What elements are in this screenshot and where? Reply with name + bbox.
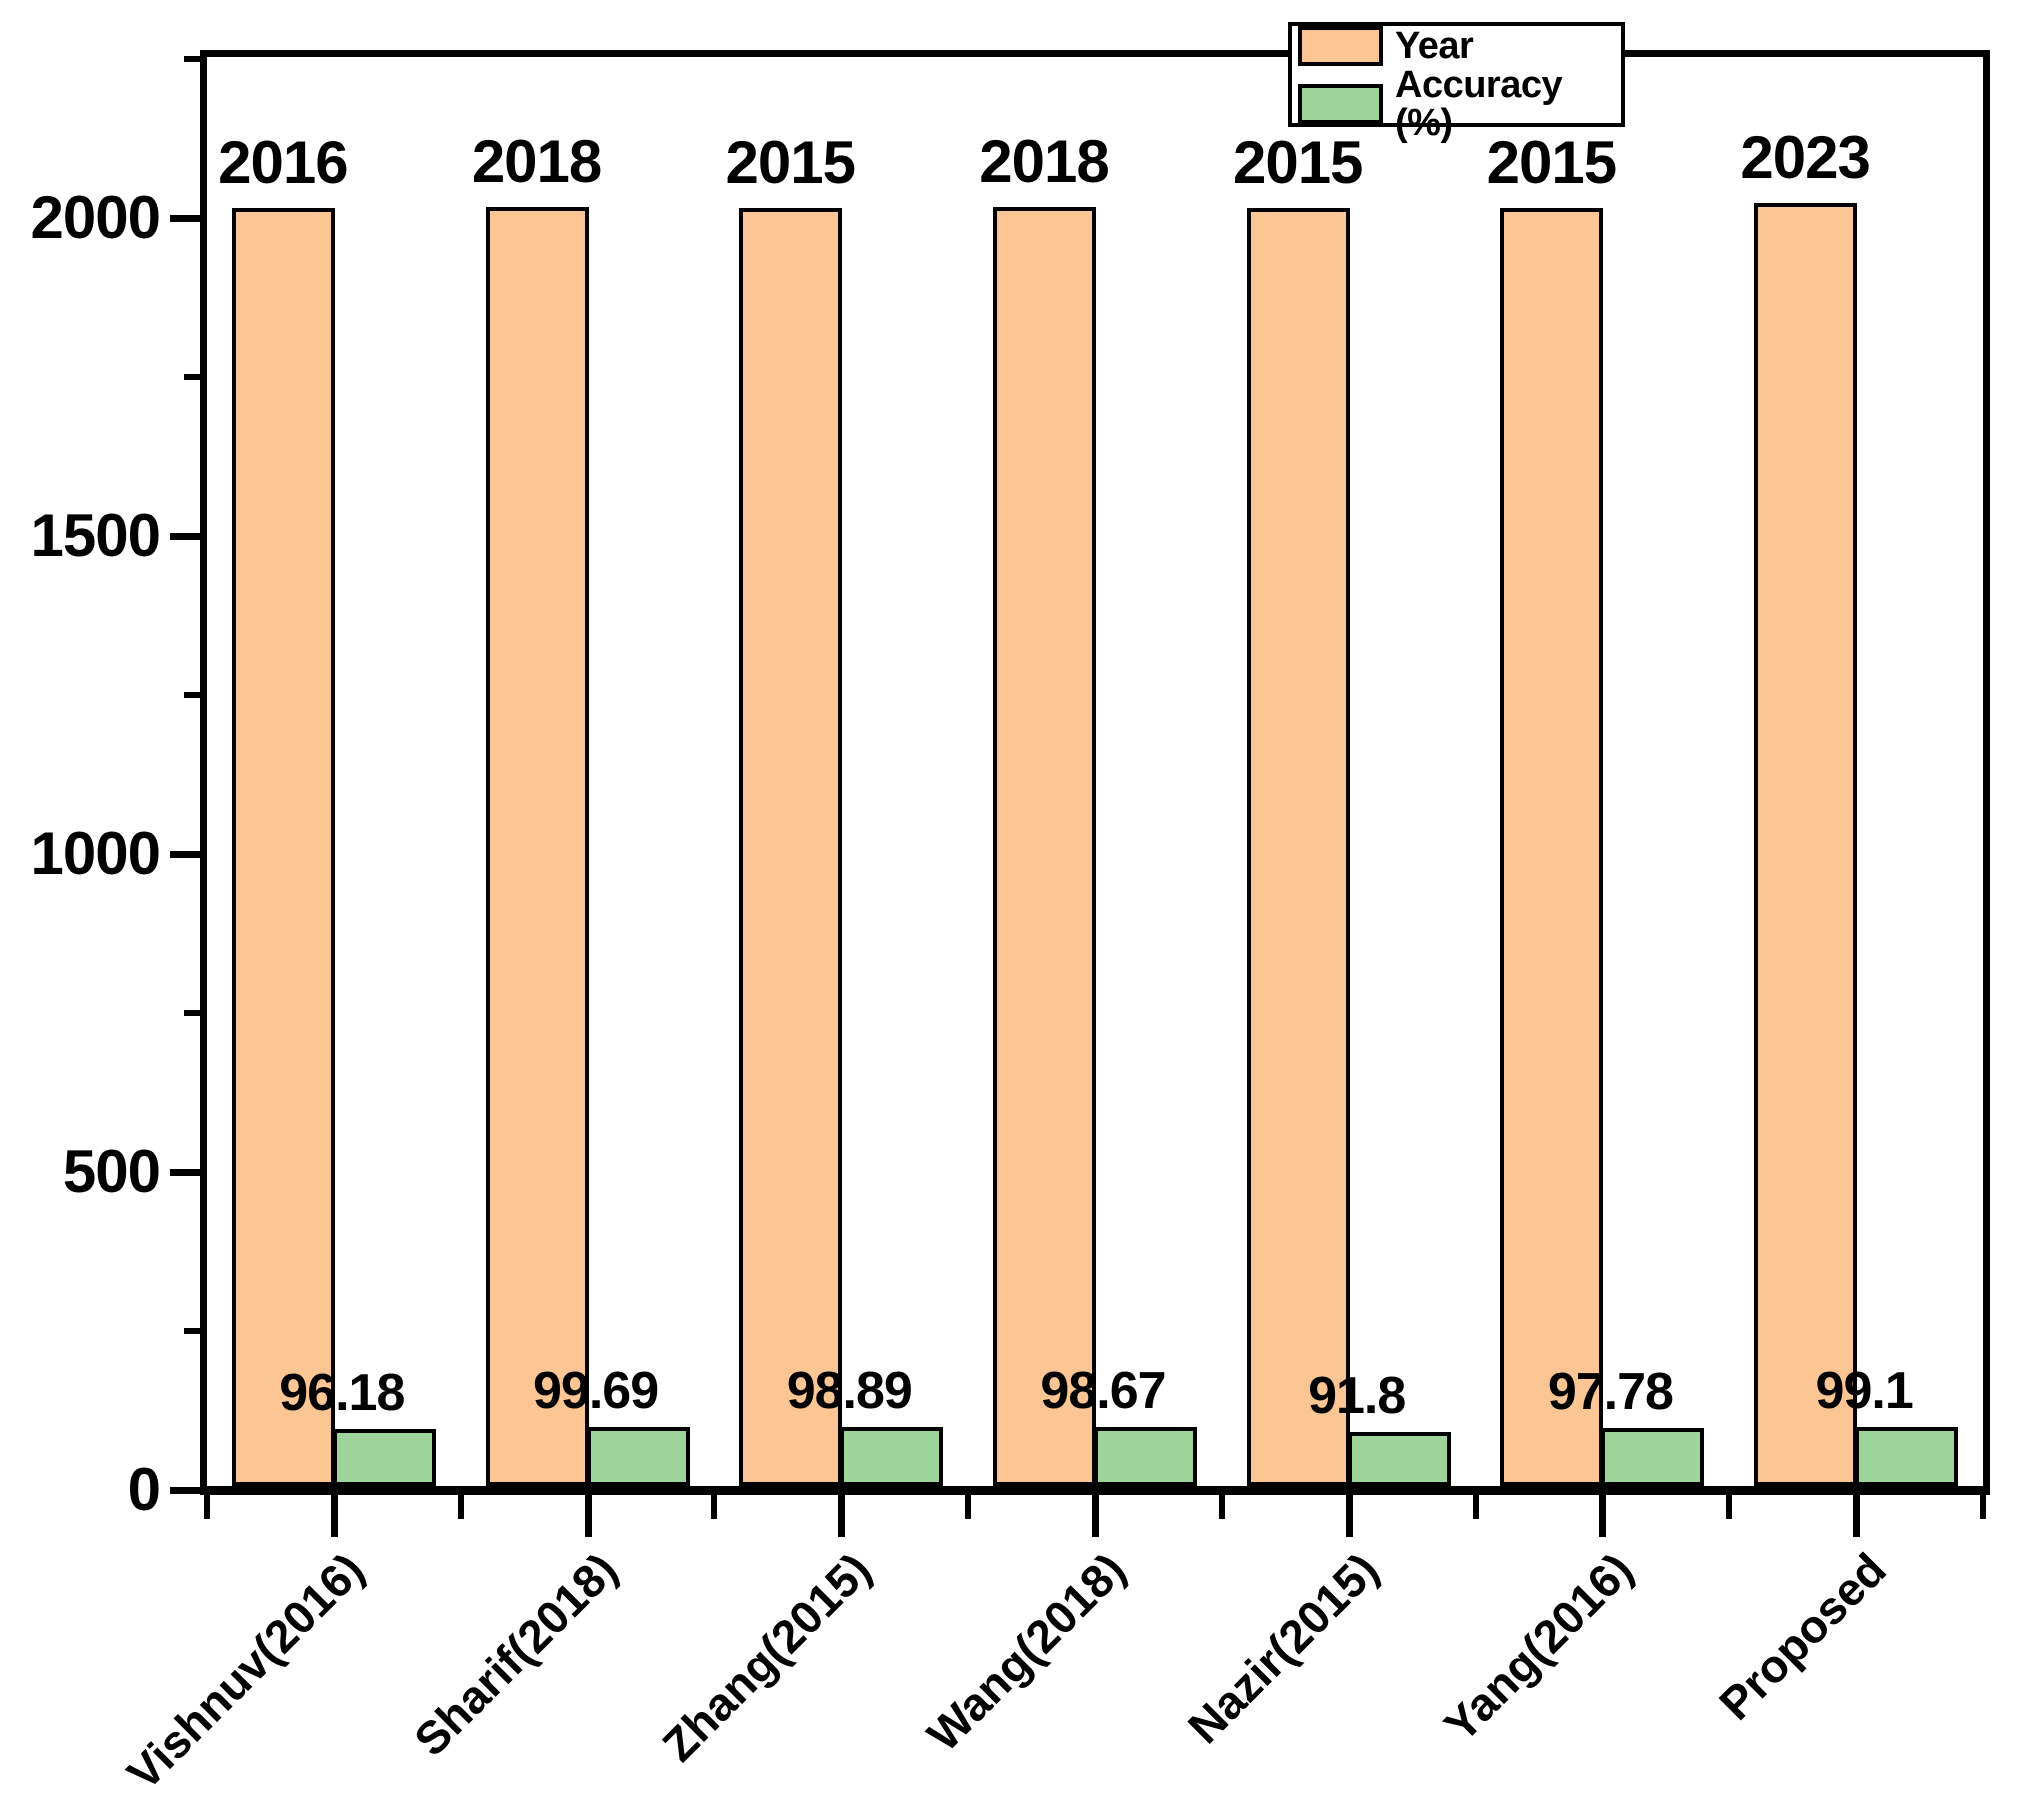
accuracy-value-label-0: 96.18 — [279, 1363, 405, 1422]
y-tick-label-500: 500 — [62, 1138, 161, 1205]
accuracy-bar-3 — [1094, 1427, 1197, 1486]
y-major-tick-0 — [170, 1487, 202, 1494]
accuracy-bar-6 — [1855, 1426, 1959, 1486]
x-axis-label-2: Zhang(2015) — [652, 1542, 881, 1772]
year-legend-label: Year — [1395, 25, 1474, 67]
x-minor-tick-2 — [711, 1495, 718, 1519]
legend-item-year: Year — [1298, 26, 1621, 66]
year-bar-2 — [739, 208, 843, 1486]
y-major-tick-1500 — [170, 533, 202, 540]
accuracy-bar-0 — [332, 1428, 436, 1486]
y-minor-tick-250 — [184, 1328, 202, 1334]
plot-area — [200, 50, 1990, 1495]
accuracy-value-label-5: 97.78 — [1547, 1362, 1674, 1421]
y-tick-label-0: 0 — [127, 1456, 161, 1523]
x-axis-label-5: Yang(2016) — [1433, 1542, 1643, 1752]
y-major-tick-1000 — [170, 851, 202, 858]
accuracy-legend-swatch — [1298, 84, 1383, 124]
x-major-tick-0 — [330, 1495, 338, 1537]
x-axis-label-1: Sharif(2018) — [404, 1542, 628, 1766]
accuracy-value-label-2: 98.89 — [786, 1362, 913, 1421]
year-bar-0 — [231, 207, 335, 1486]
x-minor-tick-5 — [1472, 1495, 1479, 1519]
accuracy-bar-2 — [840, 1427, 944, 1486]
legend-item-accuracy: Accuracy (%) — [1298, 66, 1621, 142]
legend: Year Accuracy (%) — [1288, 22, 1625, 142]
year-bar-6 — [1754, 203, 1858, 1486]
year-value-label-4: 2015 — [1232, 129, 1363, 197]
x-minor-tick-4 — [1218, 1495, 1225, 1519]
x-major-tick-4 — [1345, 1495, 1353, 1537]
y-minor-tick-1250 — [184, 692, 202, 698]
year-value-label-5: 2015 — [1486, 129, 1617, 197]
accuracy-bar-4 — [1347, 1431, 1451, 1486]
year-value-label-2: 2015 — [725, 129, 856, 197]
year-value-label-6: 2023 — [1740, 124, 1870, 192]
accuracy-legend-label: Accuracy (%) — [1395, 64, 1563, 144]
accuracy-value-label-4: 91.8 — [1308, 1366, 1406, 1425]
x-axis-label-4: Nazir(2015) — [1178, 1542, 1389, 1754]
y-tick-label-2000: 2000 — [30, 184, 161, 251]
year-bar-1 — [485, 206, 589, 1486]
x-minor-tick-0 — [204, 1495, 210, 1519]
accuracy-value-label-6: 99.1 — [1815, 1361, 1914, 1420]
y-minor-tick-750 — [184, 1010, 202, 1016]
year-value-label-0: 2016 — [218, 128, 348, 196]
accuracy-value-label-3: 98.67 — [1040, 1362, 1166, 1421]
x-minor-tick-7 — [1980, 1495, 1986, 1519]
year-bar-4 — [1246, 208, 1350, 1486]
x-major-tick-6 — [1853, 1495, 1861, 1537]
x-axis-label-0: Vishnuv(2016) — [116, 1542, 374, 1800]
year-value-label-3: 2018 — [979, 127, 1109, 195]
x-minor-tick-3 — [965, 1495, 972, 1519]
year-legend-swatch — [1298, 26, 1383, 66]
x-major-tick-2 — [838, 1495, 846, 1537]
y-tick-label-1500: 1500 — [30, 502, 161, 569]
year-value-label-1: 2018 — [471, 127, 602, 195]
x-axis-label-3: Wang(2018) — [916, 1542, 1135, 1761]
accuracy-value-label-1: 99.69 — [532, 1361, 659, 1420]
accuracy-bar-5 — [1601, 1427, 1705, 1486]
y-major-tick-2000 — [170, 215, 202, 222]
y-tick-label-1000: 1000 — [30, 820, 161, 887]
accuracy-bar-1 — [586, 1426, 690, 1486]
y-minor-tick-1750 — [184, 374, 202, 380]
x-major-tick-5 — [1599, 1495, 1607, 1537]
year-bar-5 — [1500, 208, 1604, 1486]
x-major-tick-3 — [1092, 1495, 1099, 1537]
year-bar-3 — [993, 206, 1096, 1486]
x-axis-label-6: Proposed — [1709, 1542, 1896, 1730]
y-minor-tick-2250 — [184, 56, 202, 62]
x-minor-tick-1 — [457, 1495, 464, 1519]
x-major-tick-1 — [584, 1495, 592, 1537]
x-minor-tick-6 — [1726, 1495, 1733, 1519]
y-major-tick-500 — [170, 1169, 202, 1176]
